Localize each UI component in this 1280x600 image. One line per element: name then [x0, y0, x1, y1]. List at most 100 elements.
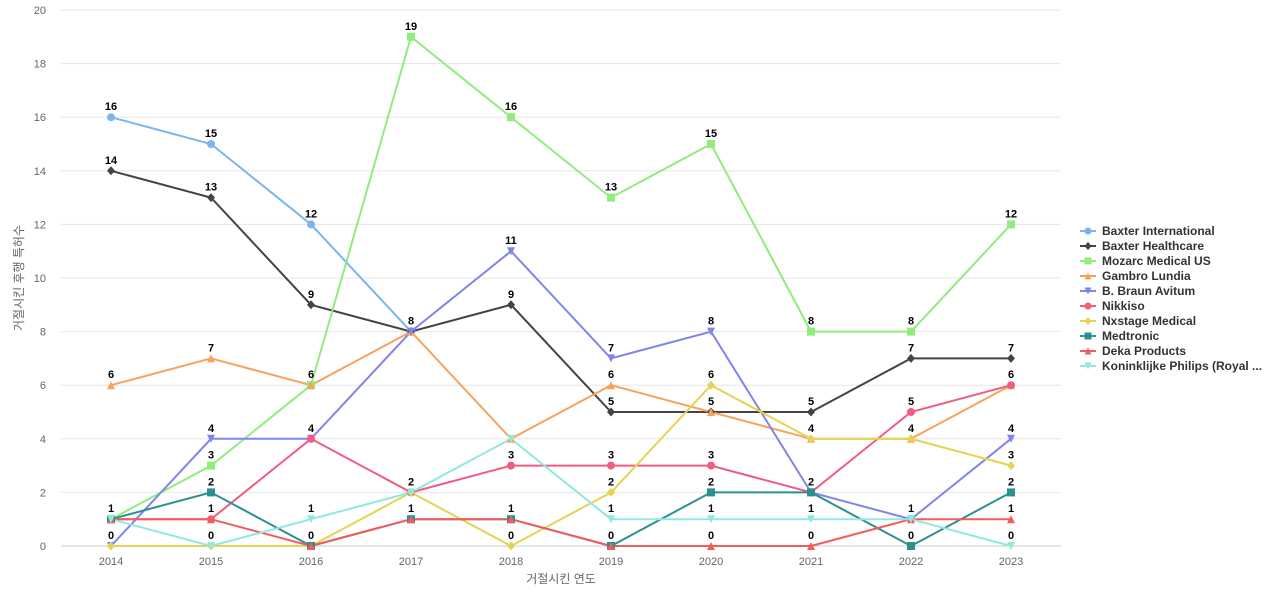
- y-tick-label: 4: [40, 434, 46, 446]
- data-label: 2: [208, 476, 214, 488]
- data-point: [1007, 434, 1015, 443]
- data-point: [107, 113, 115, 122]
- data-label: 0: [608, 530, 614, 542]
- data-point: [907, 542, 915, 550]
- legend-symbol-icon: [1080, 272, 1096, 279]
- y-tick-label: 12: [34, 219, 46, 231]
- data-point: [207, 354, 215, 363]
- data-label: 1: [908, 503, 914, 515]
- data-point: [607, 487, 615, 497]
- data-point: [907, 515, 915, 524]
- data-label: 11: [505, 235, 517, 247]
- legend-label: Medtronic: [1102, 328, 1160, 343]
- data-point: [807, 542, 815, 550]
- x-tick-label: 2015: [199, 556, 223, 568]
- data-point: [207, 193, 215, 203]
- legend-item[interactable]: Nikkiso: [1080, 298, 1278, 313]
- data-label: 0: [708, 530, 714, 542]
- legend-item[interactable]: Baxter International: [1080, 223, 1278, 238]
- legend-symbol-icon: [1080, 257, 1096, 264]
- data-point: [307, 220, 315, 229]
- y-tick-label: 6: [40, 380, 46, 392]
- data-label: 7: [1008, 342, 1014, 354]
- x-tick-label: 2021: [799, 556, 823, 568]
- data-point: [907, 434, 915, 444]
- data-point: [1007, 542, 1015, 550]
- data-label: 2: [608, 476, 614, 488]
- legend-item[interactable]: B. Braun Avitum: [1080, 283, 1278, 298]
- data-point: [607, 354, 615, 363]
- data-label: 5: [708, 396, 714, 408]
- data-point: [707, 515, 715, 524]
- data-point: [107, 541, 115, 551]
- data-point: [1007, 515, 1015, 524]
- data-point: [907, 327, 915, 336]
- data-label: 1: [508, 503, 514, 515]
- data-label: 6: [608, 369, 614, 381]
- legend-item[interactable]: Baxter Healthcare: [1080, 238, 1278, 253]
- data-label: 5: [808, 396, 814, 408]
- data-label: 2: [708, 476, 714, 488]
- data-label: 1: [608, 503, 614, 515]
- data-point: [507, 515, 515, 524]
- data-label: 1: [708, 503, 714, 515]
- data-point: [407, 515, 415, 524]
- x-tick-label: 2016: [299, 556, 323, 568]
- data-label: 3: [608, 450, 614, 462]
- x-tick-label: 2018: [499, 556, 523, 568]
- data-label: 0: [1008, 530, 1014, 542]
- data-label: 3: [508, 450, 514, 462]
- data-point: [307, 381, 315, 390]
- data-point: [307, 300, 315, 310]
- legend-symbol-icon: [1080, 316, 1096, 325]
- data-point: [107, 166, 115, 176]
- legend-label: B. Braun Avitum: [1102, 283, 1196, 298]
- data-label: 9: [308, 289, 314, 301]
- data-label: 3: [708, 450, 714, 462]
- legend-symbol-icon: [1080, 302, 1096, 309]
- data-label: 3: [208, 450, 214, 462]
- data-label: 4: [908, 423, 915, 435]
- data-label: 0: [808, 530, 814, 542]
- data-point: [707, 327, 715, 336]
- data-label: 7: [208, 342, 214, 354]
- data-label: 4: [808, 423, 815, 435]
- data-label: 0: [508, 530, 514, 542]
- data-point: [907, 408, 915, 416]
- data-label: 5: [908, 396, 914, 408]
- legend-item[interactable]: Deka Products: [1080, 343, 1278, 358]
- x-tick-label: 2014: [99, 556, 123, 568]
- data-label: 0: [108, 530, 114, 542]
- data-label: 1: [408, 503, 414, 515]
- series-line-0: [110, 116, 412, 333]
- data-label: 2: [408, 476, 414, 488]
- x-tick-label: 2019: [599, 556, 623, 568]
- data-point: [807, 515, 815, 524]
- x-axis-ticks: 2014 2015 2016 2017 2018 2019 2020 2021 2022 2023: [99, 556, 1023, 568]
- legend-symbol-icon: [1080, 347, 1096, 354]
- data-point: [1007, 220, 1015, 229]
- data-label: 8: [808, 316, 814, 328]
- data-point: [807, 434, 815, 444]
- data-point: [807, 327, 815, 336]
- data-label: 1: [808, 503, 814, 515]
- data-label: 4: [208, 423, 215, 435]
- legend-item[interactable]: Nxstage Medical: [1080, 313, 1278, 328]
- legend-item[interactable]: Medtronic: [1080, 328, 1278, 343]
- data-point: [307, 542, 315, 550]
- legend-item[interactable]: Gambro Lundia: [1080, 268, 1278, 283]
- legend-item[interactable]: Koninklijke Philips (Royal ...: [1080, 358, 1278, 373]
- y-tick-label: 18: [34, 59, 46, 71]
- data-point: [507, 113, 515, 122]
- data-label: 6: [708, 369, 714, 381]
- data-label: 3: [1008, 450, 1014, 462]
- series-lines: [110, 35, 1012, 548]
- data-label: 15: [205, 128, 217, 140]
- data-label: 0: [208, 530, 214, 542]
- data-label: 16: [105, 101, 117, 113]
- legend-item[interactable]: Mozarc Medical US: [1080, 253, 1278, 268]
- data-point: [207, 488, 215, 497]
- data-point: [707, 380, 715, 390]
- data-label: 12: [305, 208, 317, 220]
- data-point: [807, 407, 815, 417]
